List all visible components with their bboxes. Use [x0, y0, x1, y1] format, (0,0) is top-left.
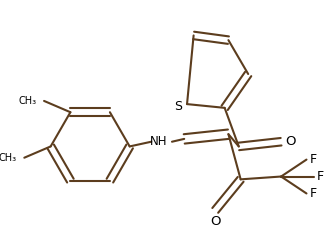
Text: S: S — [175, 100, 182, 113]
Text: CH₃: CH₃ — [0, 153, 17, 163]
Text: O: O — [210, 215, 220, 228]
Text: CH₃: CH₃ — [18, 96, 37, 106]
Text: F: F — [317, 170, 324, 183]
Text: F: F — [310, 187, 316, 200]
Text: NH: NH — [150, 135, 168, 148]
Text: O: O — [285, 135, 296, 148]
Text: F: F — [310, 153, 316, 166]
